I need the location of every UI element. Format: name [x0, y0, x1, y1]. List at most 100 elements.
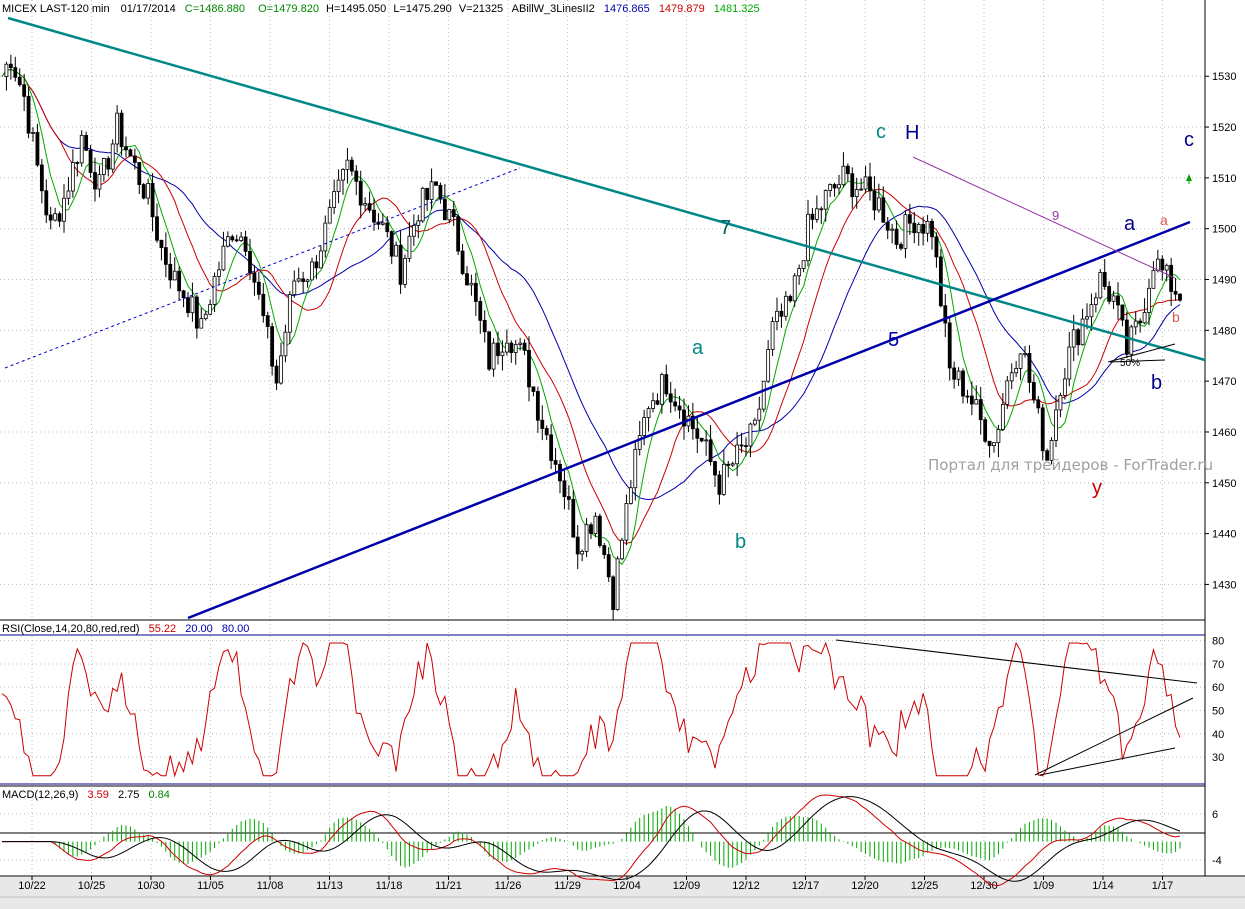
date-label: 01/17/2014	[121, 3, 176, 15]
time-tick-label: 11/29	[554, 880, 581, 892]
price-candle	[159, 239, 164, 248]
price-candle	[744, 445, 748, 447]
price-candle	[664, 374, 669, 395]
price-candle	[1080, 318, 1085, 346]
price-candle	[434, 181, 438, 186]
price-candle	[850, 173, 855, 198]
price-candle	[540, 419, 545, 429]
price-candle	[186, 297, 190, 314]
price-candle	[411, 225, 416, 237]
price-candle	[553, 460, 558, 465]
price-candle	[119, 112, 124, 148]
macd-tick-label: 6	[1212, 809, 1218, 821]
price-candle	[217, 269, 221, 277]
low-label: L=1475.290	[393, 3, 451, 15]
price-candle	[106, 158, 111, 170]
price-candle	[593, 515, 598, 534]
price-candle	[172, 270, 177, 281]
macd-hist-value: 0.84	[148, 789, 169, 801]
price-candle	[115, 112, 120, 145]
price-tick-label: 1500	[1212, 224, 1236, 236]
time-tick-label: 11/21	[435, 880, 462, 892]
time-tick-label: 11/05	[197, 880, 224, 892]
price-tick-label: 1430	[1212, 579, 1236, 591]
price-candle	[425, 187, 430, 200]
price-candle	[912, 222, 917, 234]
wave-label-y: y	[1092, 477, 1102, 499]
price-candle	[292, 280, 297, 295]
open-label: O=1479.820	[258, 3, 319, 15]
price-candle	[1111, 295, 1116, 302]
price-candle	[265, 315, 270, 328]
time-tick-label: 12/04	[613, 880, 641, 892]
price-bars	[4, 54, 1182, 621]
price-candle	[8, 63, 13, 69]
price-candle	[327, 207, 332, 224]
time-tick-label: 1/09	[1033, 880, 1054, 892]
price-candle	[828, 184, 833, 191]
price-candle	[447, 209, 452, 221]
price-candle	[637, 435, 642, 450]
price-candle	[1178, 293, 1182, 301]
wave-label-c1: c	[876, 121, 886, 143]
price-candle	[239, 236, 244, 241]
price-candle	[682, 409, 686, 427]
price-candle	[620, 539, 624, 560]
price-candle	[314, 261, 319, 269]
price-candle	[13, 67, 18, 78]
price-candle	[589, 524, 593, 534]
rsi-tick-label: 50	[1212, 706, 1224, 718]
price-candle	[1071, 329, 1076, 348]
price-candle	[969, 395, 974, 405]
price-tick-label: 1510	[1212, 173, 1236, 185]
price-candle	[1173, 291, 1178, 295]
price-candle	[181, 290, 186, 299]
price-candle	[925, 220, 930, 234]
price-candle	[863, 176, 868, 190]
rsi-tick-label: 30	[1212, 752, 1224, 764]
price-candle	[739, 444, 744, 447]
price-tick-label: 1530	[1212, 71, 1236, 83]
price-candle	[748, 423, 753, 447]
price-candle	[150, 182, 155, 218]
price-candle	[1062, 378, 1067, 396]
price-candle	[438, 184, 443, 200]
price-tick-label: 1490	[1212, 275, 1236, 287]
price-candle	[75, 162, 80, 164]
price-candle	[783, 295, 788, 317]
price-candle	[1054, 409, 1058, 441]
rsi-tick-label: 80	[1212, 636, 1224, 648]
price-candle	[146, 182, 151, 199]
price-candle	[394, 244, 399, 257]
macd-tick-label: -4	[1212, 855, 1222, 867]
price-candle	[407, 235, 412, 259]
price-candle	[66, 190, 71, 199]
price-candle	[345, 159, 350, 170]
price-candle	[141, 184, 146, 199]
price-candle	[885, 221, 890, 231]
price-candle	[628, 487, 633, 504]
price-candle	[35, 132, 40, 166]
price-candle	[531, 386, 536, 392]
price-candle	[84, 134, 89, 151]
price-candle	[580, 550, 585, 555]
price-candle	[496, 342, 500, 357]
wave-label-a1: a	[692, 337, 704, 359]
price-candle	[930, 220, 934, 238]
price-candle	[1085, 316, 1089, 320]
price-candle	[845, 165, 850, 175]
price-candle	[1093, 297, 1098, 305]
price-candle	[163, 247, 168, 265]
time-tick-label: 12/09	[673, 880, 701, 892]
price-candle	[26, 95, 31, 134]
time-tick-label: 1/14	[1092, 880, 1113, 892]
watermark: Портал для трейдеров - ForTrader.ru	[928, 456, 1213, 474]
price-candle	[274, 365, 279, 384]
price-candle	[504, 342, 509, 353]
price-candle	[101, 158, 106, 176]
price-candle	[952, 367, 957, 380]
indicator-value-1: 1476.865	[604, 3, 650, 15]
price-candle	[606, 554, 611, 578]
price-candle	[978, 399, 983, 421]
price-candle	[859, 188, 864, 191]
